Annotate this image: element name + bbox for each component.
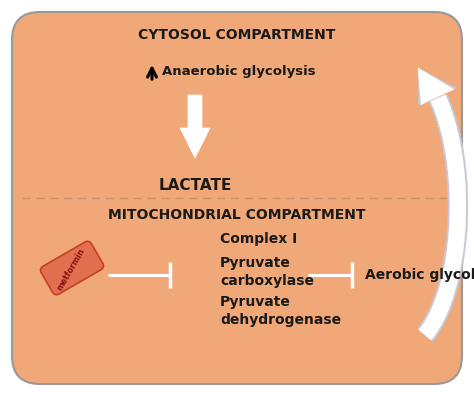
Polygon shape (180, 95, 210, 158)
Polygon shape (419, 95, 466, 340)
Text: Complex I: Complex I (220, 232, 297, 246)
Text: CYTOSOL COMPARTMENT: CYTOSOL COMPARTMENT (138, 28, 336, 42)
Text: Pyruvate
carboxylase: Pyruvate carboxylase (220, 256, 314, 288)
Polygon shape (418, 68, 456, 106)
Polygon shape (417, 94, 468, 341)
Text: metformin: metformin (55, 246, 87, 292)
Text: Pyruvate
dehydrogenase: Pyruvate dehydrogenase (220, 295, 341, 327)
Text: Anaerobic glycolysis: Anaerobic glycolysis (162, 65, 316, 78)
Text: LACTATE: LACTATE (158, 178, 232, 193)
FancyBboxPatch shape (40, 241, 103, 295)
Text: Aerobic glycolysis: Aerobic glycolysis (365, 268, 474, 282)
FancyBboxPatch shape (12, 12, 462, 384)
Polygon shape (418, 68, 454, 105)
Text: MITOCHONDRIAL COMPARTMENT: MITOCHONDRIAL COMPARTMENT (108, 208, 366, 222)
